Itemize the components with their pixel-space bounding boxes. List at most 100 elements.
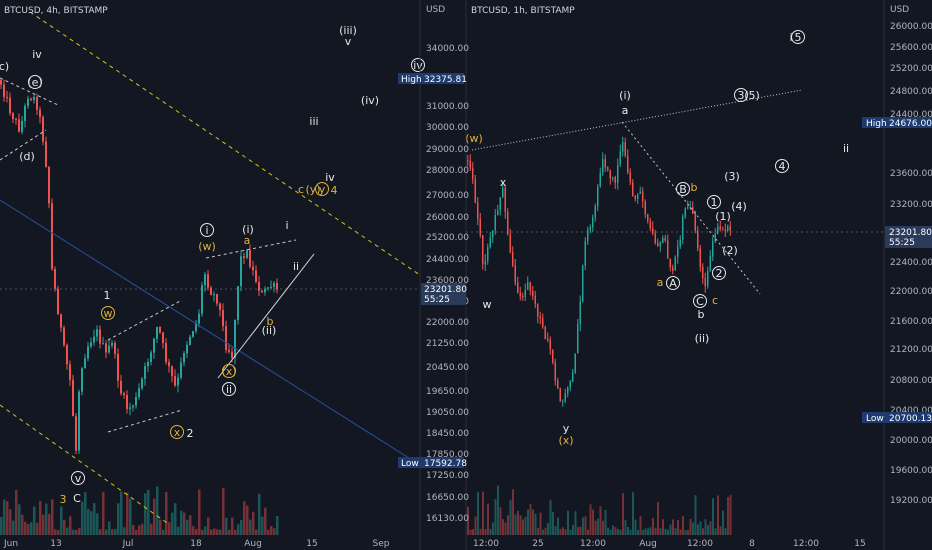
right-volume-bar (559, 528, 562, 535)
left-y-tick: 30000.00 (426, 123, 469, 133)
right-volume-bar (687, 529, 689, 535)
left-y-tick: 17850.00 (426, 450, 469, 460)
left-volume-bar (252, 511, 255, 535)
right-volume-bar (517, 510, 519, 535)
left-y-tick: 19650.00 (426, 387, 469, 397)
right-volume-bar (639, 516, 642, 535)
left-price-axis[interactable]: 34000.00 31000.00 30000.00 29000.00 28000.00… (426, 44, 469, 524)
left-volume-bar (207, 517, 210, 535)
right-x-tick: 12:00 (793, 539, 819, 549)
left-candle-body (78, 391, 80, 451)
right-y-tick: 23600.00 (890, 169, 932, 179)
right-candle-body (684, 208, 686, 217)
right-candle-body (632, 182, 634, 196)
left-candle-body (96, 329, 98, 337)
right-candle-body (599, 173, 601, 187)
right-volume-bar (714, 528, 717, 535)
left-volume-bar (255, 529, 258, 535)
right-volume-bar (667, 529, 669, 535)
right-candle-body (507, 211, 509, 235)
right-candle-body (582, 265, 584, 302)
left-volume-bar (258, 493, 261, 535)
left-y-tick: 31000.00 (426, 102, 469, 112)
right-volume-bar (722, 510, 724, 535)
left-volume-bar (228, 529, 231, 535)
left-volume-bar (24, 521, 27, 535)
right-candle-body (572, 372, 574, 382)
left-candle-body (186, 344, 188, 354)
left-x-tick: 13 (50, 539, 61, 549)
left-volume-bar (213, 528, 216, 535)
right-candle-body (594, 206, 596, 218)
right-candle-body (524, 289, 526, 297)
right-wave-label: (3) (724, 170, 740, 183)
left-volume-bar (177, 526, 180, 535)
right-volume-bar (692, 522, 694, 535)
right-candle-body (579, 301, 581, 325)
right-volume-bar (627, 527, 629, 535)
right-volume-bar (657, 502, 659, 535)
right-candle-body (542, 318, 544, 327)
right-candle-body (554, 362, 556, 381)
left-candle-body (123, 393, 125, 396)
right-volume-bar (489, 529, 492, 535)
left-volume-bar (132, 524, 135, 535)
left-volume-bar (33, 506, 36, 535)
left-candle-body (240, 256, 242, 287)
left-wave-label: c) (0, 60, 9, 73)
left-y-tick: 21250.00 (426, 339, 469, 349)
left-time-axis[interactable]: Jun 13 Jul 18 Aug 15 Sep (3, 539, 390, 549)
right-x-tick: 12:00 (580, 539, 606, 549)
right-volume-bar (699, 521, 702, 535)
left-candle-body (114, 343, 116, 354)
left-volume-bar (36, 522, 39, 535)
right-candle-body (502, 187, 504, 198)
right-time-axis[interactable]: 12:00 25 12:00 Aug 12:00 8 12:00 15 (473, 539, 866, 549)
right-volume-bar (507, 515, 509, 535)
left-wave-label: b (267, 315, 274, 328)
right-candle-body (522, 296, 524, 298)
right-volume-bar (549, 499, 552, 535)
left-wave-e-line (0, 77, 59, 106)
right-volume-bar (697, 524, 699, 535)
left-support-line (217, 253, 315, 379)
right-candle-body (532, 290, 534, 296)
right-candle-body (714, 233, 716, 242)
left-candle-body (201, 285, 203, 314)
left-wave-label: c (298, 183, 304, 196)
right-wave-label: (i) (619, 89, 631, 102)
right-wave-label-circle (712, 266, 726, 280)
left-volume-bar (222, 487, 225, 535)
left-y-tick: 16130.00 (426, 514, 469, 524)
right-volume-bar (669, 524, 672, 535)
right-candle-body (614, 177, 616, 183)
left-volume-bar (9, 509, 12, 535)
left-candle-body (45, 141, 47, 167)
left-candle-body (66, 345, 68, 365)
right-x-tick: Aug (639, 539, 657, 549)
left-volume-bar (12, 520, 15, 535)
left-wave-label: x (174, 426, 181, 439)
right-volume-bar (609, 529, 612, 535)
right-wave-label: 3 (738, 89, 745, 102)
right-volume-bar (644, 528, 647, 535)
right-candle-body (672, 267, 674, 271)
right-volume-bar (494, 499, 497, 535)
left-candle-body (60, 314, 62, 328)
right-volume-bar (492, 522, 494, 535)
left-candle-body (273, 282, 275, 287)
left-volume-bar (6, 501, 9, 535)
right-high-value: 24676.00 (889, 119, 932, 129)
left-low-label: Low (401, 459, 419, 469)
right-drawings (471, 89, 803, 295)
right-volume-bar (659, 528, 662, 535)
right-volume-bar (637, 529, 639, 535)
left-candle-body (207, 274, 209, 288)
left-y-tick: 29000.00 (426, 145, 469, 155)
right-volume-bar (524, 516, 527, 535)
right-wave-label-circle (693, 294, 707, 308)
right-volume-bar (662, 519, 664, 535)
right-volume-bar (632, 492, 634, 535)
